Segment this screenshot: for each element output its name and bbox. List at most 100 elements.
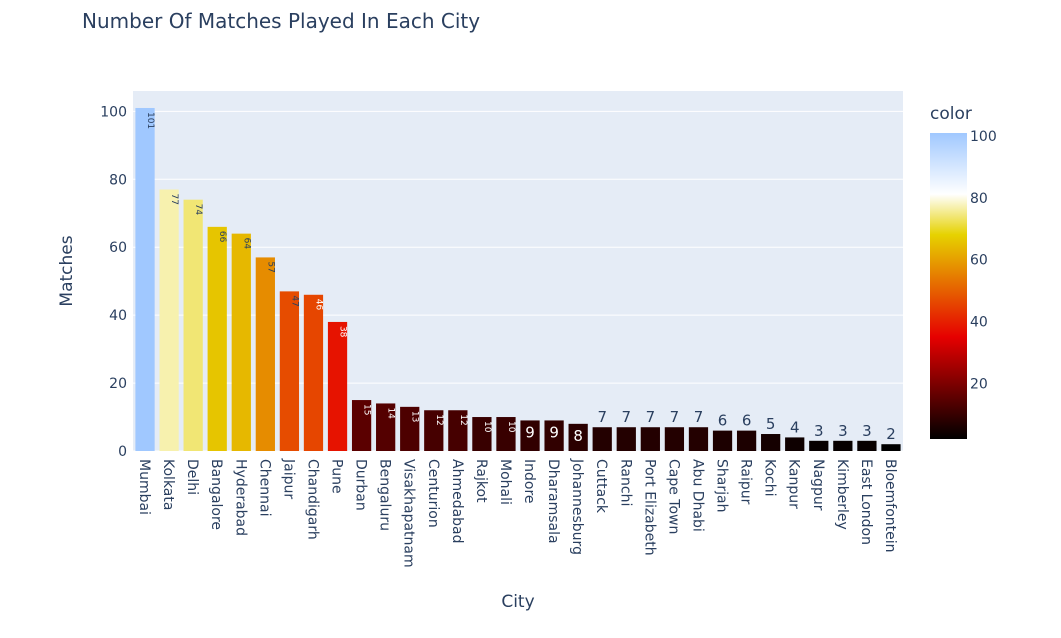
x-tick-label: Chandigarh xyxy=(304,459,320,540)
bar xyxy=(568,423,588,451)
bar xyxy=(712,430,733,451)
x-tick-label: Kanpur xyxy=(786,459,802,509)
bar-data-label: 3 xyxy=(838,422,848,440)
x-tick-label: Hyderabad xyxy=(232,459,248,536)
bar-data-label: 6 xyxy=(742,412,752,430)
x-tick-label: Mumbai xyxy=(136,459,152,515)
x-tick-label: East London xyxy=(858,459,874,545)
bar xyxy=(424,410,444,451)
y-tick-label: 0 xyxy=(118,444,127,460)
colorbar xyxy=(930,133,967,439)
bar-data-label: 3 xyxy=(814,422,824,440)
bar xyxy=(135,107,155,451)
bar-data-label: 46 xyxy=(313,299,323,311)
bar-data-label: 12 xyxy=(458,414,468,425)
bar xyxy=(159,189,179,451)
x-tick-label: Cape Town xyxy=(665,459,681,534)
colorbar-ticks: 20 40 60 80 100 xyxy=(970,129,997,392)
bar-data-label: 9 xyxy=(549,423,559,441)
x-tick-label: Kochi xyxy=(762,459,778,497)
x-tick-label: Ranchi xyxy=(617,459,633,506)
x-tick-label: Delhi xyxy=(184,459,200,495)
bar xyxy=(616,427,636,451)
bar xyxy=(881,444,901,451)
bar xyxy=(351,400,372,451)
x-tick-label: Kimberley xyxy=(834,459,850,530)
bar xyxy=(327,321,348,451)
bar-data-label: 9 xyxy=(525,423,535,441)
bar-data-label: 66 xyxy=(217,231,227,243)
bar-data-label: 7 xyxy=(622,408,632,426)
x-tick-label: Johannesburg xyxy=(569,458,585,555)
bar xyxy=(761,434,781,451)
bar xyxy=(231,233,251,451)
bar xyxy=(448,410,468,451)
bar xyxy=(400,406,420,451)
bar-data-label: 101 xyxy=(145,112,155,129)
x-axis-title: City xyxy=(501,592,534,612)
bar xyxy=(496,417,516,451)
bar xyxy=(688,427,709,451)
x-tick-label: Indore xyxy=(521,459,537,504)
x-tick-label: Pune xyxy=(329,459,345,494)
bar xyxy=(520,420,540,451)
bar-data-label: 14 xyxy=(386,407,396,419)
bar xyxy=(809,440,829,451)
x-tick-label: Cuttack xyxy=(593,459,609,514)
bar-data-label: 38 xyxy=(338,326,348,338)
x-tick-label: Visakhapatnam xyxy=(401,459,417,568)
bar xyxy=(279,291,300,451)
x-axis-ticks: Mumbai Kolkata Delhi Bangalore Hyderabad Chen… xyxy=(136,458,898,568)
bar-data-label: 77 xyxy=(169,193,179,204)
bar-data-label: 4 xyxy=(790,418,800,436)
y-tick-label: 60 xyxy=(109,240,127,256)
bar-data-label: 7 xyxy=(670,408,680,426)
bar xyxy=(207,226,227,451)
bar xyxy=(785,437,805,451)
colorbar-tick-label: 20 xyxy=(970,376,988,392)
y-axis-title: Matches xyxy=(57,235,77,306)
x-tick-label: Rajkot xyxy=(473,459,489,503)
x-tick-label: Kolkata xyxy=(160,459,176,510)
x-tick-label: Abu Dhabi xyxy=(689,459,705,532)
x-tick-label: Dharamsala xyxy=(545,459,561,544)
bar xyxy=(376,403,396,451)
bar xyxy=(592,427,612,451)
bar xyxy=(640,427,660,451)
bar-data-label: 74 xyxy=(193,204,203,216)
colorbar-tick-label: 80 xyxy=(970,191,988,207)
y-tick-label: 20 xyxy=(109,376,127,392)
y-tick-label: 40 xyxy=(109,308,127,324)
bar-data-label: 6 xyxy=(718,412,728,430)
x-tick-label: Mohali xyxy=(497,459,513,505)
y-tick-label: 100 xyxy=(100,104,127,120)
x-tick-label: Sharjah xyxy=(714,459,730,512)
bar-data-label: 7 xyxy=(597,408,607,426)
x-tick-label: Centurion xyxy=(425,459,441,528)
x-tick-label: Jaipur xyxy=(280,458,296,499)
colorbar-title: color xyxy=(930,104,972,124)
x-tick-label: Durban xyxy=(353,459,369,511)
bar xyxy=(544,420,564,451)
bar-data-label: 10 xyxy=(482,421,492,433)
bar-data-label: 47 xyxy=(289,295,299,306)
x-tick-label: Chennai xyxy=(256,459,272,516)
bar-data-label: 7 xyxy=(646,408,656,426)
colorbar-tick-label: 100 xyxy=(970,129,997,145)
bar-data-label: 64 xyxy=(241,238,251,250)
bar-data-label: 13 xyxy=(410,411,420,422)
x-tick-label: Port Elizabeth xyxy=(641,459,657,556)
y-tick-label: 80 xyxy=(109,172,127,188)
bar-data-label: 10 xyxy=(506,421,516,433)
bar xyxy=(183,199,203,451)
bar-data-label: 57 xyxy=(265,261,275,272)
bar-data-label: 5 xyxy=(766,415,776,433)
bar-data-label: 12 xyxy=(434,414,444,425)
bar-data-label: 8 xyxy=(573,427,583,445)
bar-data-label: 15 xyxy=(362,404,372,415)
bar xyxy=(736,430,757,451)
bar xyxy=(833,440,853,451)
colorbar-tick-label: 60 xyxy=(970,253,988,269)
x-tick-label: Bengaluru xyxy=(377,459,393,531)
